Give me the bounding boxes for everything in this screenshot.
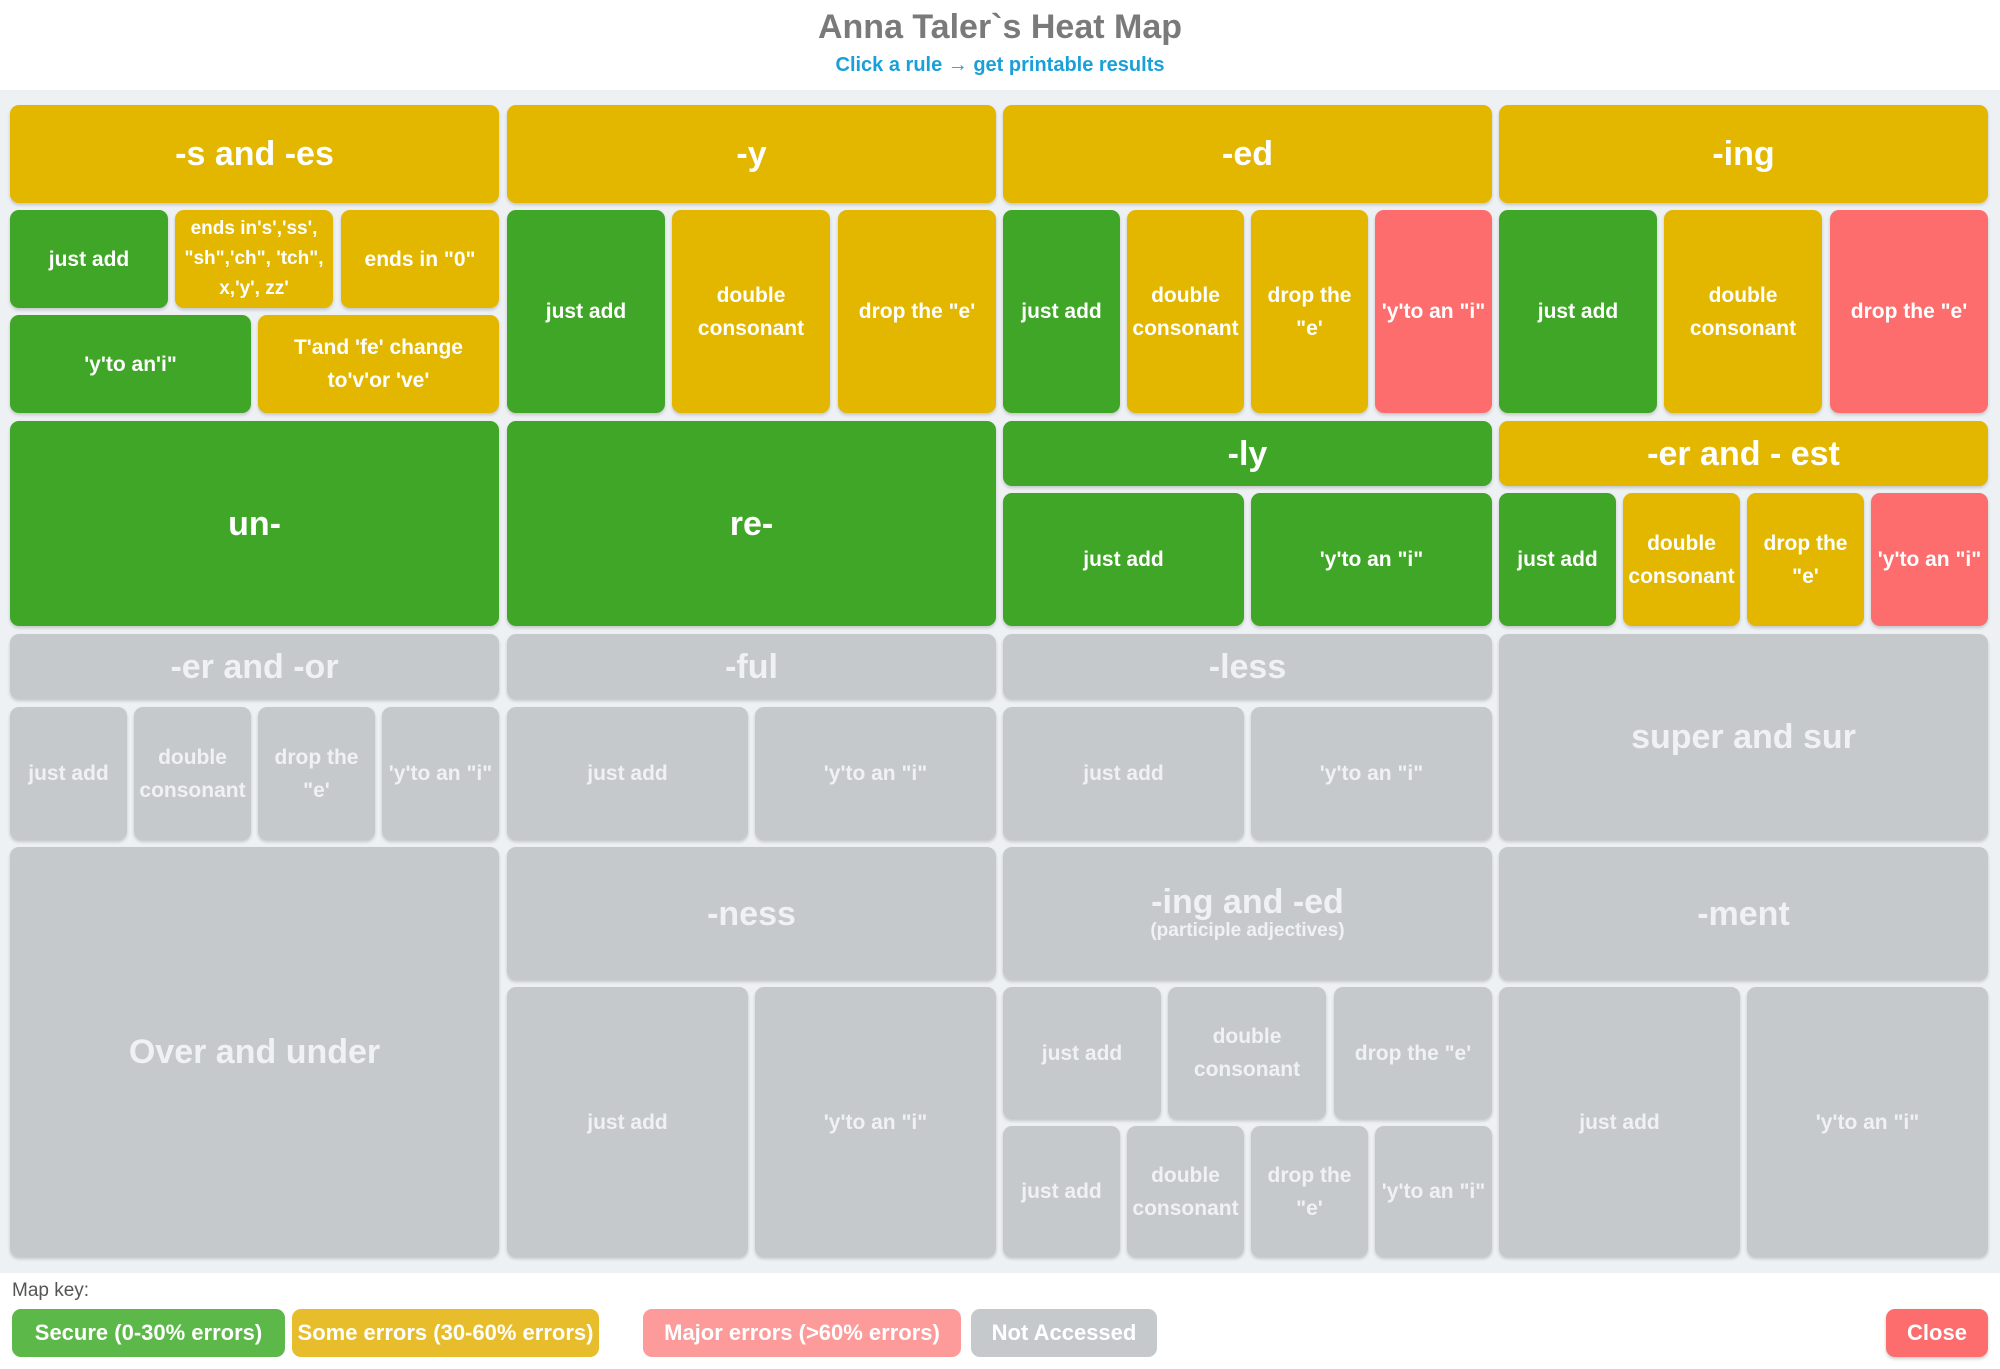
tile-ing-just-add[interactable]: just add (1499, 210, 1657, 413)
tile-er-or-double[interactable]: double consonant (134, 707, 251, 840)
close-button[interactable]: Close (1886, 1309, 1988, 1357)
tile-ing-double[interactable]: double consonant (1664, 210, 1822, 413)
tile-ing-ed[interactable]: -ing and -ed (participle adjectives) (1003, 847, 1492, 980)
tile-ed[interactable]: -ed (1003, 105, 1492, 203)
tile-less-just-add[interactable]: just add (1003, 707, 1244, 840)
tile-super-sur[interactable]: super and sur (1499, 634, 1988, 840)
heat-map: -s and -es just add ends in's','ss', "sh… (0, 90, 2000, 1273)
page-header: Anna Taler`s Heat Map Click a rule → get… (0, 0, 2000, 90)
tile-y-double[interactable]: double consonant (672, 210, 830, 413)
map-key-label: Map key: (12, 1280, 90, 1301)
tile-ing-ed-drop-e-2[interactable]: drop the "e' (1251, 1126, 1368, 1257)
tile-ing-ed-just-add[interactable]: just add (1003, 987, 1161, 1119)
tile-er-or-just-add[interactable]: just add (10, 707, 127, 840)
tile-ful[interactable]: -ful (507, 634, 996, 699)
tile-y-drop-e[interactable]: drop the "e' (838, 210, 996, 413)
key-secure: Secure (0-30% errors) (12, 1309, 285, 1357)
tile-ly-y-to-i[interactable]: 'y'to an "i" (1251, 493, 1492, 626)
tile-s-es-ends-o[interactable]: ends in "0" (341, 210, 499, 308)
tile-ing-ed-drop-e[interactable]: drop the "e' (1334, 987, 1492, 1119)
tile-er-or-drop-e[interactable]: drop the "e' (258, 707, 375, 840)
tile-s-es-y-to-i[interactable]: 'y'to an'i" (10, 315, 251, 413)
tile-ed-just-add[interactable]: just add (1003, 210, 1120, 413)
key-some-errors: Some errors (30-60% errors) (292, 1309, 599, 1357)
tile-less[interactable]: -less (1003, 634, 1492, 699)
tile-ing-ed-just-add-2[interactable]: just add (1003, 1126, 1120, 1257)
tile-ment[interactable]: -ment (1499, 847, 1988, 980)
tile-s-es-ends-s[interactable]: ends in's','ss', "sh",'ch", 'tch", x,'y'… (175, 210, 333, 308)
tile-ful-y-to-i[interactable]: 'y'to an "i" (755, 707, 996, 840)
tile-er-est-double[interactable]: double consonant (1623, 493, 1740, 626)
tile-ing-ed-subtitle: (participle adjectives) (1150, 919, 1345, 941)
tile-ly-just-add[interactable]: just add (1003, 493, 1244, 626)
tile-ness-y-to-i[interactable]: 'y'to an "i" (755, 987, 996, 1257)
tile-re[interactable]: re- (507, 421, 996, 626)
tile-ing-ed-double[interactable]: double consonant (1168, 987, 1326, 1119)
tile-ing-drop-e[interactable]: drop the "e' (1830, 210, 1988, 413)
tile-ing-ed-title: -ing and -ed (1151, 882, 1344, 921)
key-not-accessed: Not Accessed (971, 1309, 1157, 1357)
tile-less-y-to-i[interactable]: 'y'to an "i" (1251, 707, 1492, 840)
tile-ing-ed-y-to-i-2[interactable]: 'y'to an "i" (1375, 1126, 1492, 1257)
tile-s-es[interactable]: -s and -es (10, 105, 499, 203)
tile-ness-just-add[interactable]: just add (507, 987, 748, 1257)
tile-er-or-y-to-i[interactable]: 'y'to an "i" (382, 707, 499, 840)
tile-ed-y-to-i[interactable]: 'y'to an "i" (1375, 210, 1492, 413)
tile-er-est-y-to-i[interactable]: 'y'to an "i" (1871, 493, 1988, 626)
tile-un[interactable]: un- (10, 421, 499, 626)
tile-er-or[interactable]: -er and -or (10, 634, 499, 699)
tile-over-under[interactable]: Over and under (10, 847, 499, 1257)
tile-ment-y-to-i[interactable]: 'y'to an "i" (1747, 987, 1988, 1257)
tile-ing-ed-double-2[interactable]: double consonant (1127, 1126, 1244, 1257)
tile-ment-just-add[interactable]: just add (1499, 987, 1740, 1257)
tile-ly[interactable]: -ly (1003, 421, 1492, 486)
tile-y[interactable]: -y (507, 105, 996, 203)
key-major-errors: Major errors (>60% errors) (643, 1309, 961, 1357)
tile-er-est[interactable]: -er and - est (1499, 421, 1988, 486)
tile-ed-drop-e[interactable]: drop the "e' (1251, 210, 1368, 413)
tile-ed-double[interactable]: double consonant (1127, 210, 1244, 413)
tile-ing[interactable]: -ing (1499, 105, 1988, 203)
tile-er-est-just-add[interactable]: just add (1499, 493, 1616, 626)
tile-ful-just-add[interactable]: just add (507, 707, 748, 840)
tile-s-es-just-add[interactable]: just add (10, 210, 168, 308)
tile-s-es-f-fe[interactable]: T'and 'fe' change to'v'or 've' (258, 315, 499, 413)
tile-er-est-drop-e[interactable]: drop the "e' (1747, 493, 1864, 626)
tile-y-just-add[interactable]: just add (507, 210, 665, 413)
tile-ness[interactable]: -ness (507, 847, 996, 980)
printable-results-link[interactable]: Click a rule → get printable results (835, 54, 1165, 76)
page-title: Anna Taler`s Heat Map (817, 8, 1182, 46)
